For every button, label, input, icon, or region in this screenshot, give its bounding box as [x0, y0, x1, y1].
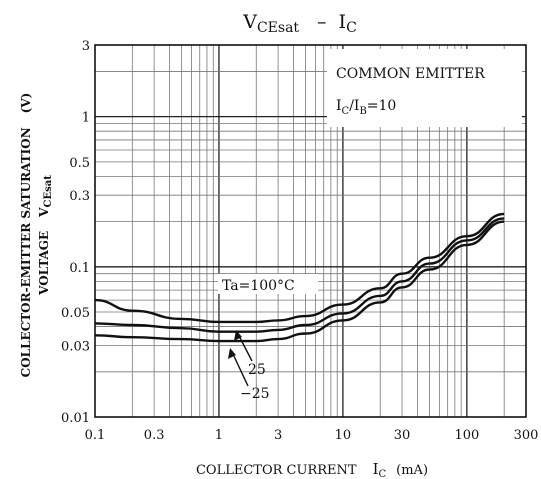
y-axis-label-unit: (V) [19, 93, 33, 114]
title-main: V [242, 11, 257, 33]
leader-25 [237, 333, 253, 362]
y-tick-label: 3 [82, 39, 90, 54]
x-tick-label: 100 [454, 428, 479, 443]
title-rhs-sub: C [346, 20, 357, 36]
y-tick-label: 0.3 [69, 189, 90, 204]
x-tick-label: 10 [335, 428, 352, 443]
y-tick-label: 0.05 [61, 306, 90, 321]
x-axis-label-sub: C [379, 469, 387, 479]
x-tick-label: 300 [514, 428, 539, 443]
x-axis-label-sym: I [373, 460, 379, 478]
leader-m25-arrow [228, 348, 236, 359]
series-line [94, 212, 505, 324]
x-tick-label: 30 [394, 428, 411, 443]
x-tick-label: 0.1 [85, 428, 106, 443]
tick-labels: 0.1 0.3 1 3 10 30 100 300 3 1 0.5 0.3 0.1 0.05 0.03 0.0… [61, 39, 538, 443]
legend-ib-sub: B [359, 106, 366, 117]
x-axis-label: COLLECTOR CURRENT IC (mA) [196, 460, 428, 479]
y-axis-label-line2: VOLTAGE VCEsat [37, 175, 54, 296]
legend-ratio: =10 [367, 98, 397, 114]
title-rhs-main: I [339, 11, 347, 33]
y-tick-label: 0.5 [69, 156, 90, 171]
y-axis-label-sym: V [37, 207, 51, 218]
y-tick-label: 0.03 [61, 339, 90, 354]
label-25: 25 [248, 362, 266, 378]
title-sub: CEsat [257, 20, 299, 36]
series-line [94, 217, 505, 333]
legend-line-2: IC/IB=10 [336, 98, 396, 117]
curves [94, 212, 505, 343]
plot-frame [94, 44, 527, 418]
title-dash: – [317, 11, 327, 33]
ta-label-bg [218, 274, 318, 294]
y-axis-label: COLLECTOR-EMITTER SATURATION(V) VOLTAGEV… [19, 93, 54, 378]
y-axis-label-sub: CEsat [43, 175, 54, 208]
y-tick-label: 1 [82, 111, 90, 126]
x-tick-label: 3 [274, 428, 282, 443]
y-axis-label-line1-text: COLLECTOR-EMITTER SATURATION [19, 127, 33, 377]
x-axis-label-text: COLLECTOR CURRENT [196, 463, 357, 478]
ta-label: Ta=100°C [222, 278, 295, 294]
y-tick-label: 0.1 [69, 261, 90, 276]
leader-m25 [231, 351, 249, 387]
leader-25-arrow [234, 330, 242, 341]
label-minus-25: −25 [240, 386, 270, 402]
legend-ic-sub: C [342, 106, 350, 117]
legend-ib: /I [349, 98, 359, 114]
series-line [94, 220, 505, 343]
y-tick-label: 0.01 [61, 411, 90, 426]
legend-ic: I [336, 98, 342, 114]
x-axis-label-unit: (mA) [396, 463, 428, 478]
y-axis-label-line1: COLLECTOR-EMITTER SATURATION (V) [19, 93, 33, 378]
legend-box [327, 49, 522, 127]
x-tick-label: 1 [215, 428, 223, 443]
chart-title: VCEsat – IC [242, 11, 357, 36]
legend-line-1: COMMON EMITTER [336, 66, 485, 82]
x-tick-label: 0.3 [144, 428, 165, 443]
y-axis-label-line2-text: VOLTAGE [37, 231, 51, 296]
